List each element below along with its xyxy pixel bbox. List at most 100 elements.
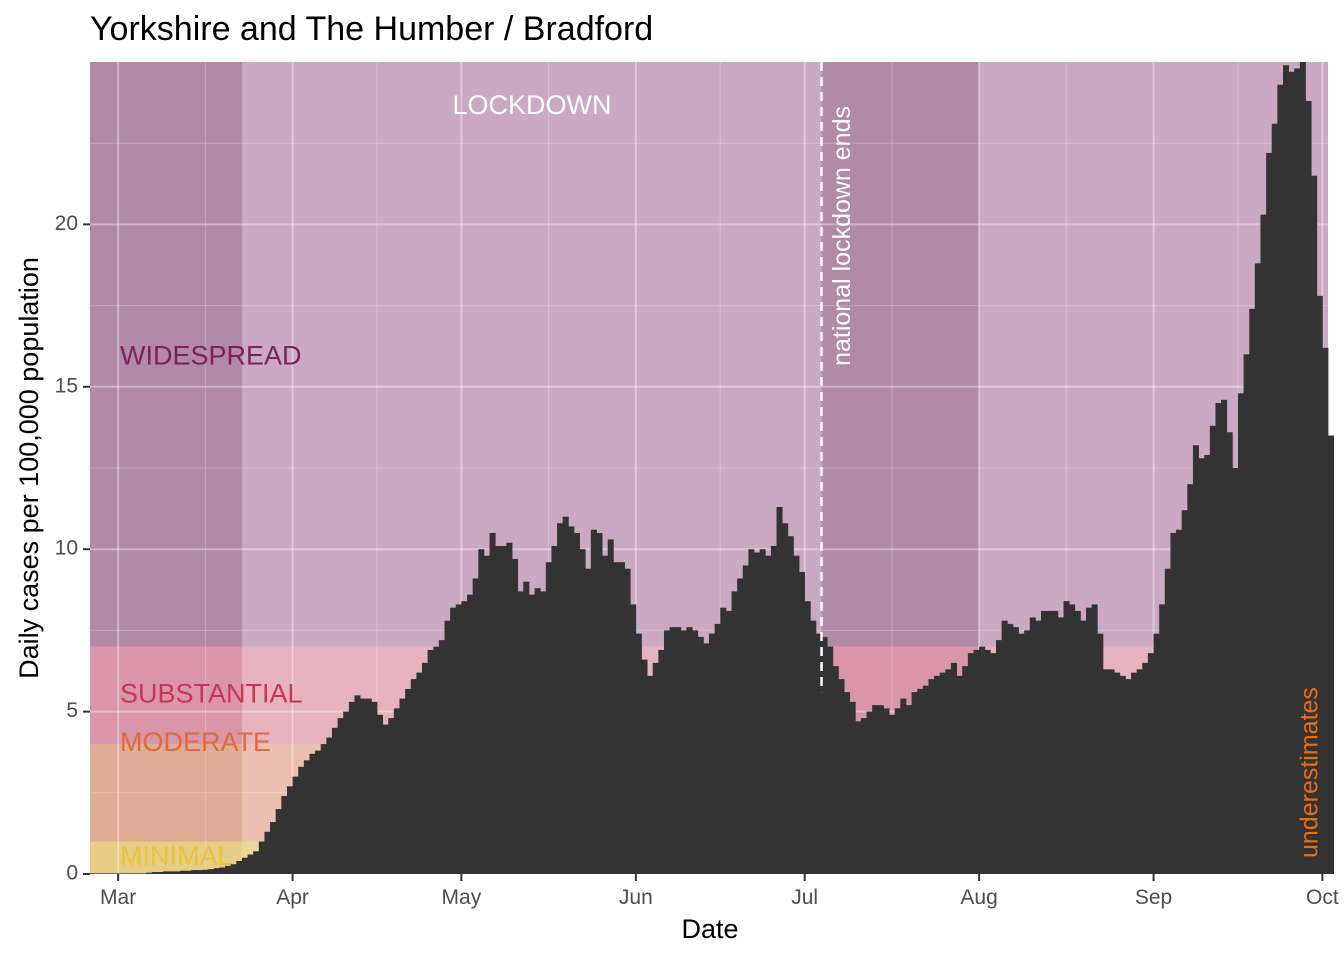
- bar: [416, 672, 423, 874]
- bar: [528, 594, 535, 874]
- bar: [292, 776, 299, 874]
- bar: [309, 753, 316, 874]
- bar: [1294, 68, 1301, 875]
- bar: [517, 591, 524, 874]
- bar: [765, 555, 772, 874]
- bar: [630, 604, 637, 874]
- bar: [1271, 123, 1278, 875]
- bar: [208, 869, 215, 874]
- bar: [1322, 347, 1329, 875]
- bar: [123, 873, 130, 874]
- bar: [585, 568, 592, 874]
- bar: [776, 506, 783, 874]
- bar: [337, 718, 344, 874]
- bar: [754, 552, 761, 874]
- bar: [478, 549, 485, 874]
- band-widespread: [90, 62, 1328, 647]
- bar: [1108, 669, 1115, 874]
- bar: [990, 653, 997, 874]
- bar: [281, 796, 288, 874]
- bar: [1260, 214, 1267, 874]
- bar: [1102, 669, 1109, 874]
- y-tick-label: 0: [66, 862, 78, 885]
- bar: [168, 871, 175, 874]
- bar: [557, 523, 564, 874]
- bar: [602, 555, 609, 874]
- bar: [343, 711, 350, 874]
- bar: [140, 873, 147, 874]
- bar: [1170, 532, 1177, 874]
- bar: [860, 718, 867, 874]
- bar: [258, 841, 265, 874]
- bar: [714, 623, 721, 874]
- bar: [1282, 65, 1290, 875]
- bar: [607, 539, 614, 874]
- bars: [90, 62, 1335, 875]
- bar: [320, 744, 327, 874]
- bar: [883, 708, 890, 874]
- bar: [1254, 263, 1261, 875]
- bar: [1305, 100, 1312, 874]
- bar: [838, 679, 845, 874]
- bar: [219, 867, 226, 874]
- bar: [1266, 152, 1273, 875]
- bar: [669, 627, 676, 874]
- chart-title: Yorkshire and The Humber / Bradford: [90, 10, 653, 48]
- bar: [1198, 458, 1205, 874]
- bar: [1316, 295, 1323, 875]
- bar: [506, 542, 513, 874]
- bar: [1176, 529, 1183, 874]
- bar: [512, 558, 519, 874]
- bar: [388, 718, 395, 874]
- bar: [1328, 435, 1335, 874]
- bar: [163, 871, 170, 874]
- bar: [483, 555, 490, 874]
- shaded-period-substantial: [90, 646, 242, 745]
- bar: [939, 672, 946, 874]
- bar: [917, 688, 924, 874]
- bar: [737, 578, 744, 874]
- bar: [326, 737, 333, 874]
- bar: [815, 633, 822, 874]
- bar: [405, 688, 412, 874]
- x-tick-label: Jun: [619, 886, 653, 909]
- bar: [213, 868, 220, 874]
- bar: [1209, 425, 1216, 874]
- bar: [1147, 653, 1154, 874]
- bar: [551, 545, 558, 874]
- bar: [438, 640, 445, 874]
- bar: [641, 659, 648, 874]
- bar: [652, 662, 659, 874]
- y-axis: 0 5 10 15 20: [55, 212, 90, 885]
- x-tick-label: Oct: [1306, 886, 1339, 909]
- bar: [1007, 623, 1014, 874]
- bar: [393, 708, 400, 874]
- bar: [855, 721, 862, 874]
- bar: [129, 873, 136, 874]
- underestimates-label: underestimates: [1296, 687, 1324, 858]
- bar: [545, 562, 552, 874]
- bar: [275, 809, 282, 874]
- bar: [1164, 568, 1171, 874]
- bar: [787, 536, 794, 874]
- bar: [618, 562, 625, 874]
- bar: [663, 630, 671, 874]
- bar: [697, 636, 704, 874]
- shaded-period: [821, 62, 980, 647]
- bar: [995, 640, 1003, 874]
- bar: [1069, 604, 1076, 874]
- bar: [1226, 432, 1233, 874]
- x-axis-title: Date: [681, 914, 738, 944]
- bar: [832, 666, 839, 874]
- bar: [579, 549, 586, 874]
- bar: [399, 698, 406, 874]
- bar: [1192, 445, 1199, 874]
- bar: [872, 705, 879, 874]
- band-label-widespread: WIDESPREAD: [120, 341, 302, 371]
- bar: [191, 870, 198, 874]
- bar: [967, 653, 974, 874]
- bar: [1035, 620, 1042, 874]
- bar: [489, 532, 496, 874]
- bar: [1057, 617, 1064, 874]
